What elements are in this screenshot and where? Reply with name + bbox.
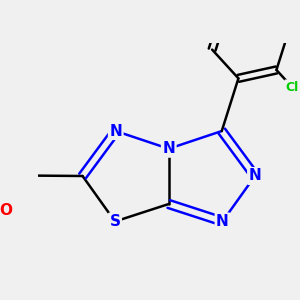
- Text: N: N: [110, 124, 122, 139]
- Text: O: O: [0, 202, 12, 217]
- Text: N: N: [162, 141, 175, 156]
- Text: N: N: [249, 169, 261, 184]
- Text: N: N: [216, 214, 229, 229]
- Text: Cl: Cl: [286, 81, 299, 94]
- Text: S: S: [110, 214, 121, 229]
